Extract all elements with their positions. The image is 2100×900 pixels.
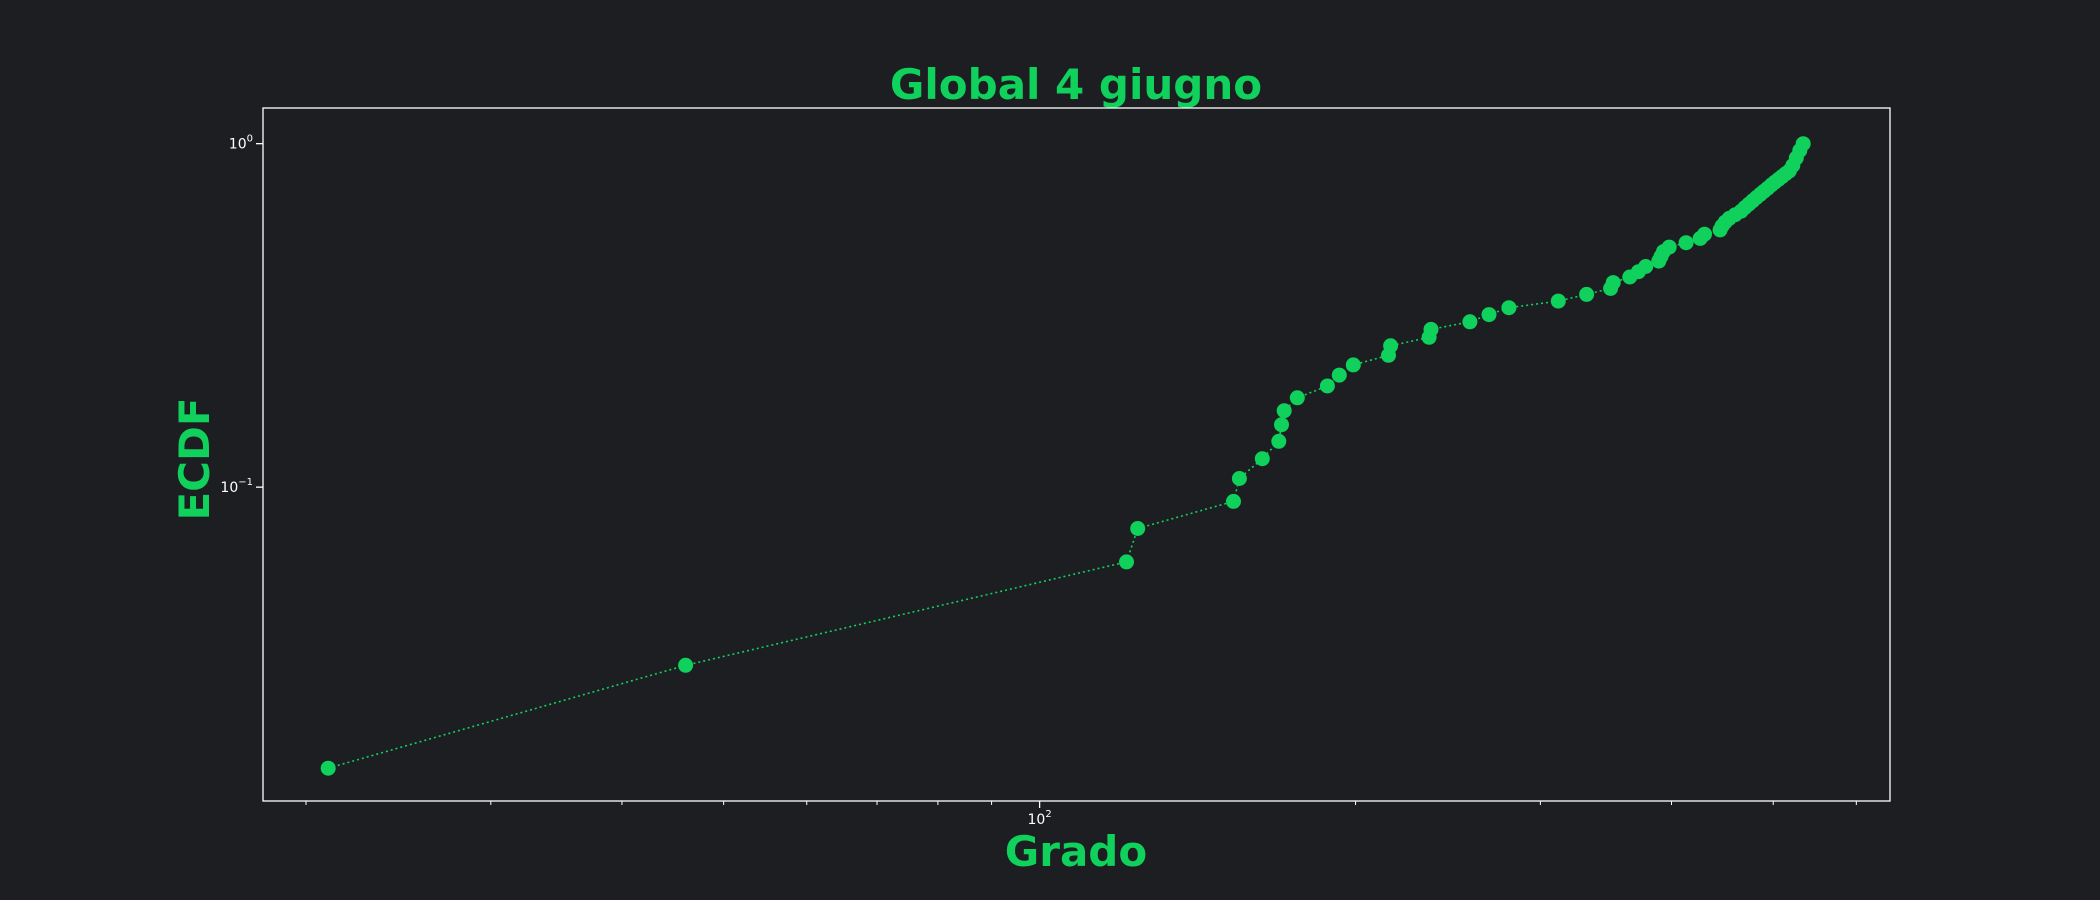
data-point (1679, 235, 1694, 250)
data-point (1320, 379, 1335, 394)
data-point (1606, 275, 1621, 290)
plot-area-frame (263, 108, 1890, 801)
data-point (1638, 259, 1653, 274)
data-point (678, 658, 693, 673)
data-point (1332, 368, 1347, 383)
data-point (1383, 338, 1398, 353)
data-point (1501, 300, 1516, 315)
y-axis-label: ECDF (170, 397, 219, 520)
y-tick-label: 100 (229, 134, 253, 153)
axis-ticks: 102 10−1 100 (220, 134, 1856, 828)
x-axis-label: Grado (1005, 827, 1147, 876)
data-series (321, 136, 1811, 776)
data-point (1662, 240, 1677, 255)
data-point (1796, 136, 1811, 151)
y-tick-label: 10−1 (220, 477, 253, 496)
data-point (1255, 451, 1270, 466)
series-line (328, 144, 1803, 769)
data-point (1277, 403, 1292, 418)
data-point (1274, 417, 1289, 432)
data-point (1579, 287, 1594, 302)
x-tick-label: 102 (1028, 809, 1052, 828)
data-point (1119, 554, 1134, 569)
data-point (1551, 294, 1566, 309)
data-point (1290, 390, 1305, 405)
data-point (1697, 227, 1712, 242)
data-point (1424, 322, 1439, 337)
chart-title: Global 4 giugno (890, 60, 1262, 109)
data-point (1226, 494, 1241, 509)
data-point (1482, 307, 1497, 322)
data-point (1130, 521, 1145, 536)
data-point (1346, 357, 1361, 372)
data-point (321, 761, 336, 776)
data-point (1271, 434, 1286, 449)
data-point (1232, 471, 1247, 486)
data-point (1462, 314, 1477, 329)
